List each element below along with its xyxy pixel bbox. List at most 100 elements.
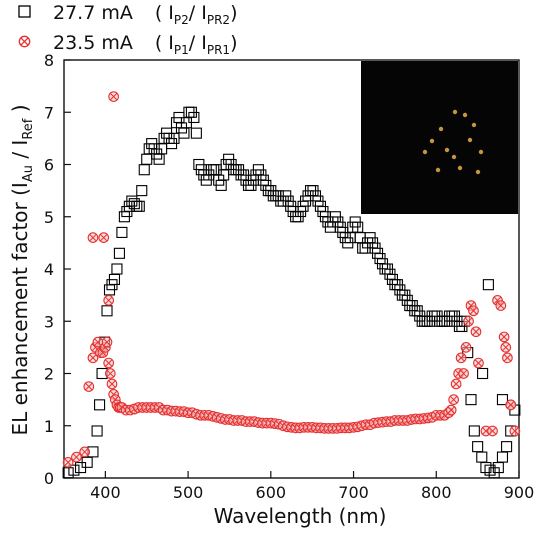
data-point: [455, 352, 467, 364]
inset-emission-spots: [422, 109, 484, 175]
data-point: [62, 456, 74, 468]
legend-slash: / I: [188, 32, 207, 54]
data-point: [106, 378, 118, 390]
y-tick-label: 7: [44, 103, 54, 122]
legend-sub-b: PR2: [206, 12, 231, 27]
data-point: [470, 326, 482, 338]
data-point: [460, 342, 472, 353]
ylabel-slash: / I: [8, 139, 32, 166]
emission-spot: [451, 154, 457, 160]
data-point: [141, 153, 153, 165]
data-point: [98, 232, 110, 243]
data-point: [482, 279, 494, 291]
data-point: [83, 381, 95, 392]
legend-close: ): [230, 32, 238, 54]
legend-close: ): [230, 2, 238, 24]
emission-spot: [467, 137, 473, 143]
emission-spot: [475, 169, 481, 175]
data-point: [190, 127, 202, 139]
x-tick-label: 500: [173, 483, 204, 502]
data-point: [79, 446, 91, 458]
legend-entry-27-7ma: 27.7 mA ( IP2/ IPR2): [18, 2, 237, 27]
data-point: [477, 367, 489, 380]
data-point: [62, 467, 74, 479]
legend-slash: / I: [188, 2, 207, 24]
data-point: [188, 111, 200, 124]
data-point: [101, 336, 113, 348]
data-point: [505, 399, 517, 411]
x-tick-label: 600: [256, 483, 287, 502]
data-point: [92, 336, 104, 348]
data-point: [108, 91, 119, 102]
x-tick-label: 400: [90, 483, 121, 502]
emission-spot: [429, 138, 435, 144]
data-point: [468, 305, 479, 317]
data-point: [138, 164, 150, 176]
y-tick-label: 3: [44, 312, 54, 331]
data-point: [104, 368, 116, 379]
emission-spot: [435, 167, 441, 173]
legend-sub-a: P2: [173, 12, 189, 27]
emission-spot: [444, 147, 450, 153]
y-tick-label: 1: [44, 417, 54, 436]
data-point: [484, 464, 496, 476]
data-point: [445, 404, 457, 416]
data-point: [450, 378, 462, 390]
open-square-marker-icon: [18, 5, 31, 18]
data-point: [71, 451, 82, 463]
data-point: [476, 451, 488, 463]
data-point: [472, 441, 484, 453]
emission-spot: [471, 122, 477, 128]
data-point: [501, 441, 513, 453]
legend-sub-b: PR1: [206, 42, 231, 57]
data-point: [113, 247, 125, 259]
data-point: [448, 394, 459, 405]
data-point: [116, 226, 128, 238]
data-point: [94, 399, 106, 411]
series-23-5ma-points: [62, 91, 521, 468]
y-tick-label: 5: [44, 208, 54, 227]
legend-entry-23-5ma: 23.5 mA ( IP1/ IPR1): [18, 32, 237, 57]
data-point: [495, 300, 507, 311]
data-point: [101, 305, 113, 317]
legend-open: ( I: [154, 2, 174, 24]
legend-open: ( I: [154, 32, 174, 54]
data-point: [87, 232, 99, 243]
ylabel-close: ): [8, 104, 32, 119]
y-tick-label: 6: [44, 156, 54, 175]
x-tick-label: 900: [504, 483, 535, 502]
y-tick-label: 8: [44, 51, 54, 70]
emission-spot: [457, 165, 463, 171]
emission-spot: [422, 149, 428, 155]
x-tick-label: 700: [338, 483, 369, 502]
data-point: [91, 425, 103, 437]
legend-current: 23.5 mA: [53, 32, 133, 54]
series-27-7ma-points: [62, 106, 521, 479]
ylabel-sub-au: Au: [21, 165, 36, 183]
circle-cross-marker-icon: [18, 35, 31, 48]
ylabel-main: EL enhancement factor (I: [8, 182, 32, 436]
data-point: [496, 451, 509, 463]
data-point: [496, 394, 509, 406]
y-tick-label: 4: [44, 260, 54, 279]
data-point: [468, 425, 480, 437]
data-point: [465, 394, 477, 406]
legend-sub-a: P1: [173, 42, 189, 57]
data-point: [81, 456, 93, 468]
data-point: [463, 315, 474, 327]
emission-spot: [438, 126, 444, 132]
data-point: [509, 425, 521, 437]
ylabel-sub-ref: Ref: [21, 118, 36, 140]
data-point: [103, 295, 115, 306]
data-point: [111, 263, 123, 275]
data-point: [502, 352, 513, 364]
emission-spot: [462, 112, 468, 118]
data-point: [68, 464, 80, 476]
data-point: [500, 342, 512, 353]
data-point: [136, 185, 148, 197]
y-tick-label: 0: [44, 469, 54, 488]
x-axis-ticks: 400 500 600 700 800 900: [90, 471, 534, 502]
data-point: [87, 352, 99, 364]
emission-spot: [452, 109, 458, 115]
